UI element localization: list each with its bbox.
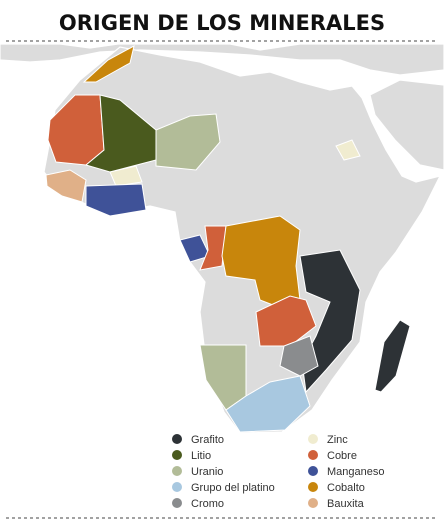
mauritania <box>47 94 105 166</box>
legend: Grafito Litio Uranio Grupo del platino Cromo… <box>172 434 385 510</box>
legend-label: Grupo del platino <box>191 482 275 494</box>
zambia <box>255 295 317 347</box>
legend-label: Cobalto <box>327 482 365 494</box>
niger <box>155 113 221 171</box>
legend-swatch <box>172 482 182 492</box>
burkina <box>109 165 143 187</box>
mali <box>84 94 157 173</box>
legend-swatch <box>172 498 182 508</box>
congo <box>199 225 227 271</box>
south-africa <box>225 375 311 433</box>
legend-swatch <box>308 466 318 476</box>
legend-label: Grafito <box>191 434 224 446</box>
legend-label: Cobre <box>327 450 357 462</box>
legend-label: Bauxita <box>327 498 365 510</box>
arabia <box>369 79 444 171</box>
map <box>0 43 444 434</box>
legend-label: Manganeso <box>327 466 385 478</box>
guinea <box>45 169 87 203</box>
legend-swatch <box>172 466 182 476</box>
legend-swatch <box>172 450 182 460</box>
legend-label: Zinc <box>327 434 348 446</box>
legend-label: Litio <box>191 450 211 462</box>
title: ORIGEN DE LOS MINERALES <box>59 11 385 35</box>
legend-swatch <box>308 450 318 460</box>
legend-swatch <box>308 498 318 508</box>
eritrea <box>335 139 361 161</box>
legend-label: Cromo <box>191 498 224 510</box>
legend-label: Uranio <box>191 466 223 478</box>
zimbabwe <box>279 335 319 377</box>
europe <box>0 43 444 76</box>
legend-swatch <box>308 434 318 444</box>
madagascar <box>374 319 411 393</box>
ivory-coast <box>85 183 147 217</box>
legend-swatch <box>172 434 182 444</box>
legend-swatch <box>308 482 318 492</box>
morocco <box>82 45 135 83</box>
